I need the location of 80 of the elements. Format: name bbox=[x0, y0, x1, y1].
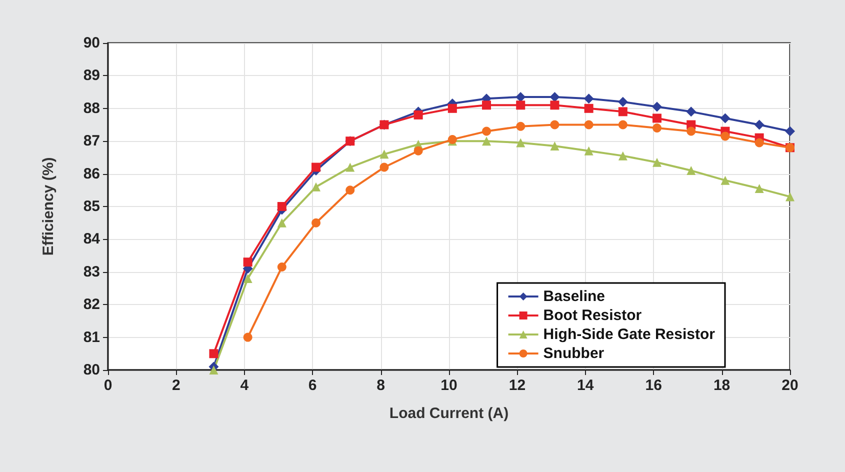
y-tick-label: 81 bbox=[83, 328, 100, 346]
point bbox=[720, 176, 730, 185]
point bbox=[482, 100, 492, 110]
point bbox=[686, 126, 696, 136]
y-tick-label: 82 bbox=[83, 296, 100, 314]
y-tick-label: 89 bbox=[83, 67, 100, 84]
point bbox=[312, 182, 321, 192]
point bbox=[754, 138, 764, 148]
x-tick-label: 4 bbox=[240, 377, 250, 394]
x-tick-label: 18 bbox=[713, 377, 730, 394]
point bbox=[686, 166, 696, 176]
point bbox=[414, 146, 423, 156]
point bbox=[754, 184, 764, 194]
point bbox=[346, 162, 355, 172]
point bbox=[312, 218, 321, 228]
point bbox=[243, 332, 252, 342]
y-tick-label: 88 bbox=[83, 100, 100, 117]
x-tick-label: 14 bbox=[577, 377, 594, 394]
point bbox=[584, 120, 594, 130]
point bbox=[277, 202, 286, 211]
point bbox=[618, 96, 628, 107]
point bbox=[686, 106, 696, 117]
y-tick-label: 85 bbox=[83, 198, 100, 215]
point bbox=[785, 126, 795, 136]
point bbox=[618, 151, 628, 160]
point bbox=[584, 104, 594, 113]
point bbox=[209, 349, 218, 358]
point bbox=[584, 146, 594, 156]
point bbox=[584, 94, 594, 104]
legend-label: Baseline bbox=[543, 288, 605, 305]
point bbox=[652, 102, 662, 112]
point bbox=[448, 104, 457, 113]
point bbox=[550, 142, 560, 151]
point bbox=[652, 158, 662, 167]
x-tick-label: 2 bbox=[172, 377, 180, 394]
point bbox=[209, 366, 218, 374]
point bbox=[652, 124, 662, 133]
x-tick-label: 16 bbox=[645, 377, 662, 394]
point bbox=[277, 262, 286, 272]
legend-label: Snubber bbox=[543, 345, 604, 362]
x-tick-label: 6 bbox=[308, 377, 317, 394]
point bbox=[720, 113, 730, 124]
point bbox=[482, 126, 492, 136]
y-tick-label: 90 bbox=[83, 34, 100, 52]
point bbox=[277, 218, 286, 228]
x-tick-label: 0 bbox=[104, 377, 112, 394]
point bbox=[550, 120, 560, 130]
x-tick-label: 10 bbox=[440, 377, 458, 394]
point bbox=[550, 92, 560, 102]
point bbox=[346, 186, 355, 195]
point bbox=[516, 138, 526, 148]
point bbox=[243, 274, 252, 283]
point bbox=[380, 162, 389, 172]
y-tick-label: 84 bbox=[83, 230, 101, 248]
point bbox=[482, 136, 492, 146]
point bbox=[516, 92, 526, 102]
y-tick-label: 80 bbox=[83, 362, 100, 378]
point bbox=[414, 110, 423, 120]
point bbox=[243, 258, 252, 267]
point bbox=[516, 122, 526, 131]
x-tick-label: 8 bbox=[376, 377, 385, 394]
point bbox=[550, 100, 560, 110]
y-tick-label: 83 bbox=[83, 263, 100, 280]
point bbox=[380, 150, 389, 159]
x-tick-label: 12 bbox=[508, 377, 526, 394]
point bbox=[618, 120, 628, 130]
y-axis-title: Efficiency (%) bbox=[40, 157, 57, 256]
point bbox=[754, 120, 764, 130]
x-axis-title: Load Current (A) bbox=[389, 405, 509, 422]
legend-label: Boot Resistor bbox=[543, 307, 642, 324]
y-tick-label: 87 bbox=[83, 132, 100, 150]
point bbox=[652, 114, 662, 123]
y-tick-label: 86 bbox=[83, 165, 100, 182]
legend-label: High-Side Gate Resistor bbox=[543, 326, 716, 343]
x-tick-label: 20 bbox=[782, 377, 798, 394]
point bbox=[516, 100, 526, 110]
point bbox=[786, 192, 794, 202]
point bbox=[312, 162, 321, 172]
point bbox=[618, 107, 628, 116]
point bbox=[720, 132, 730, 141]
